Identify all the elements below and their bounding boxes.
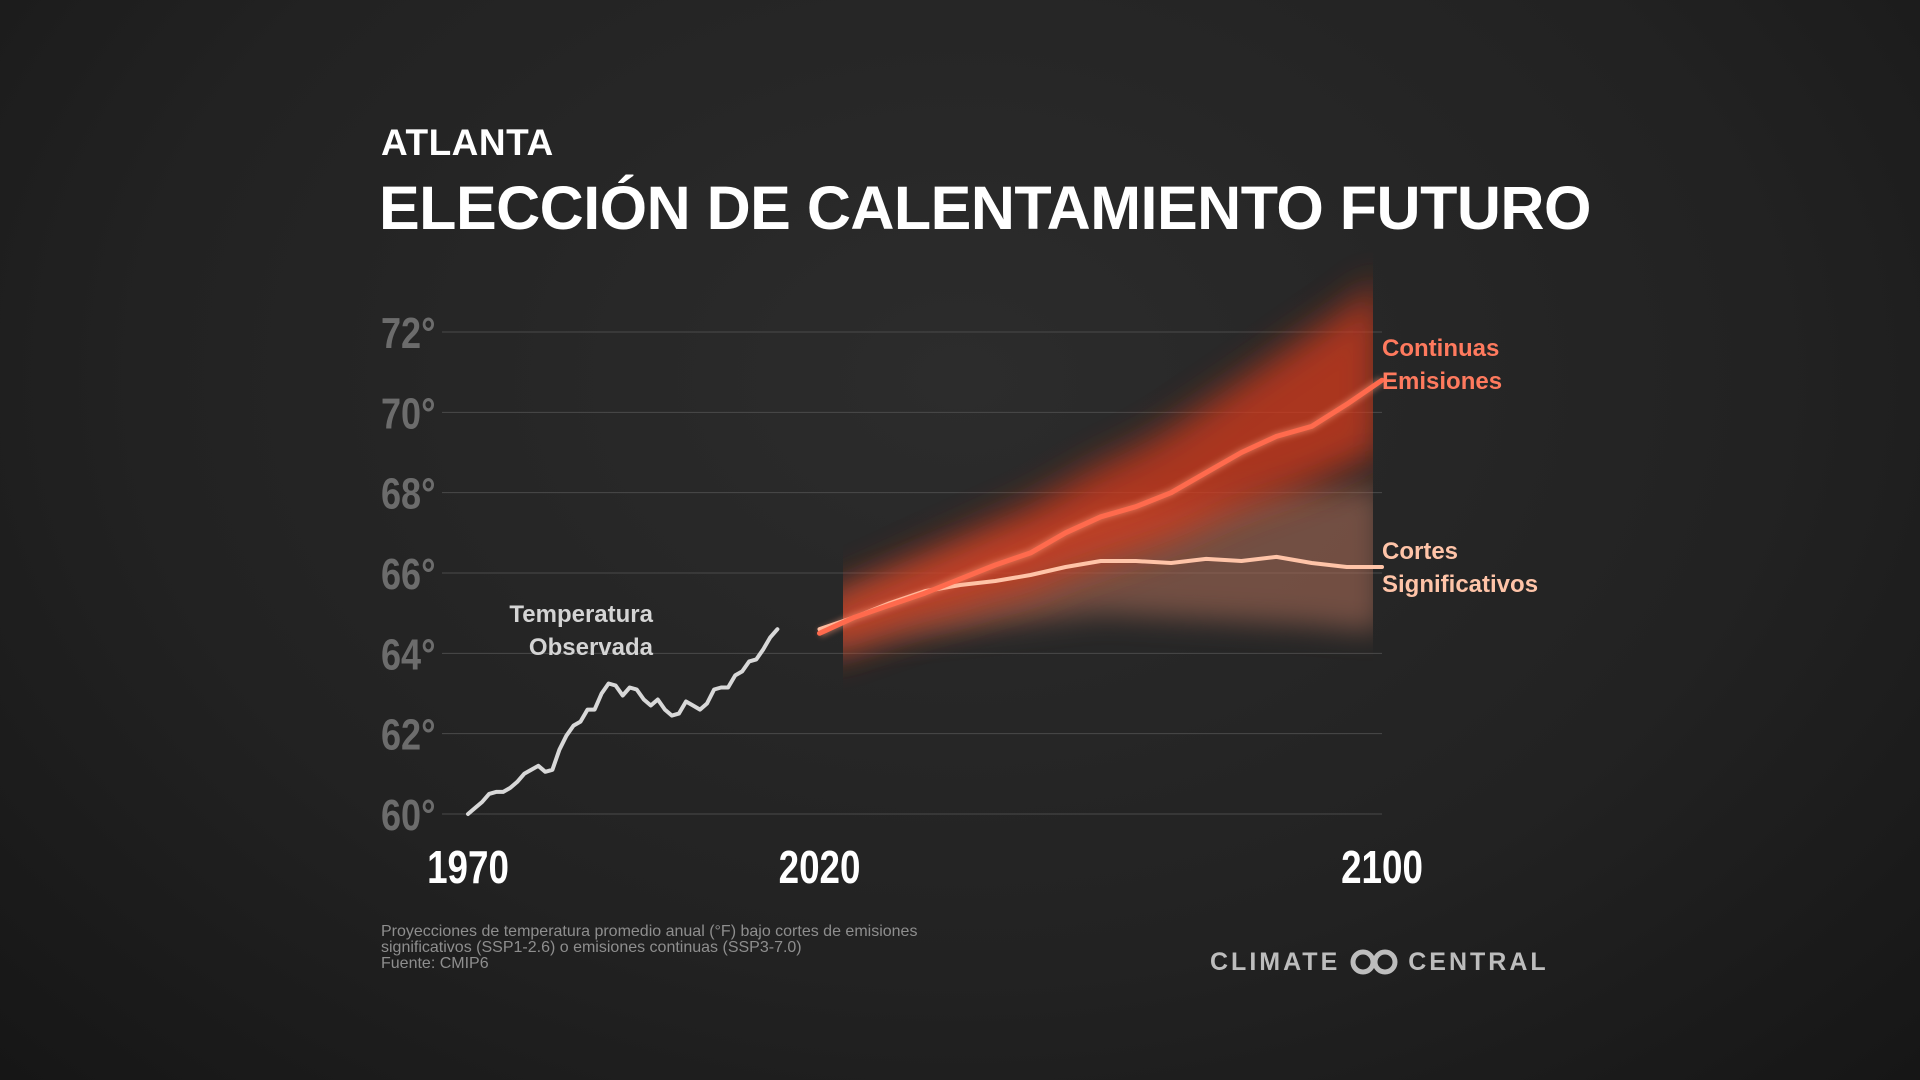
label-temperatura-observada: Observada bbox=[529, 634, 654, 661]
city-label: ATLANTA bbox=[381, 122, 554, 163]
label-cortes-significativos: Cortes bbox=[1382, 538, 1458, 565]
source-note-line-3: Fuente: CMIP6 bbox=[381, 955, 489, 972]
label-cortes-significativos: Significativos bbox=[1382, 571, 1538, 598]
source-note: Proyecciones de temperatura promedio anu… bbox=[381, 924, 1021, 972]
y-axis-ticks: 60° 62° 64° 66° 68° 70° 72° bbox=[381, 309, 436, 840]
x-tick-label: 2100 bbox=[1341, 841, 1423, 893]
x-tick-label: 2020 bbox=[779, 841, 861, 893]
label-continuas-emisiones: Emisiones bbox=[1382, 368, 1502, 395]
uncertainty-bands bbox=[843, 286, 1373, 650]
source-note-line-2: significativos (SSP1-2.6) o emisiones co… bbox=[381, 939, 802, 956]
band-continuas-emisiones bbox=[843, 286, 1373, 650]
y-tick-label: 62° bbox=[381, 710, 436, 759]
series-labels: Temperatura Observada Continuas Emisiones Co… bbox=[509, 335, 1538, 661]
label-continuas-emisiones: Continuas bbox=[1382, 335, 1499, 362]
y-tick-label: 68° bbox=[381, 469, 436, 518]
source-note-line-1: Proyecciones de temperatura promedio anu… bbox=[381, 923, 918, 940]
y-tick-label: 70° bbox=[381, 389, 436, 438]
x-tick-label: 1970 bbox=[427, 841, 509, 893]
y-tick-label: 60° bbox=[381, 791, 436, 840]
line-continuas-emisiones bbox=[817, 377, 1385, 636]
label-temperatura-observada: Temperatura bbox=[509, 601, 653, 628]
logo-text-right: CENTRAL bbox=[1408, 947, 1549, 976]
climate-central-logo: CLIMATE CENTRAL bbox=[1210, 946, 1549, 978]
y-tick-label: 66° bbox=[381, 550, 436, 599]
chart-title: ELECCIÓN DE CALENTAMIENTO FUTURO bbox=[379, 174, 1591, 242]
series-lines bbox=[466, 376, 1385, 816]
infinity-icon bbox=[1350, 949, 1398, 975]
logo-text-left: CLIMATE bbox=[1210, 947, 1341, 976]
line-temperatura-observada bbox=[466, 627, 780, 816]
x-axis-ticks: 1970 2020 2100 bbox=[427, 841, 1423, 893]
y-tick-label: 64° bbox=[381, 630, 436, 679]
y-tick-label: 72° bbox=[381, 309, 436, 358]
